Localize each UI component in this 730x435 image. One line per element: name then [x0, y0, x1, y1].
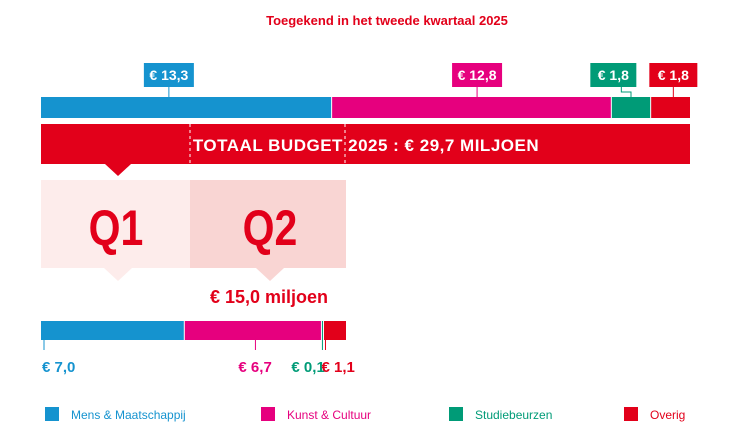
q2-bar-studie: [321, 321, 324, 340]
top-value-label-kunst: € 12,8: [458, 67, 497, 83]
top-value-box-kunst: [452, 63, 503, 87]
total-banner-bg: [41, 124, 690, 164]
q2-total-label: € 15,0 miljoen: [210, 287, 328, 307]
top-bar-mens: [41, 97, 332, 118]
legend-label-kunst: Kunst & Cultuur: [287, 408, 371, 422]
top-bar-overig: [650, 97, 690, 118]
top-bar-kunst: [331, 97, 612, 118]
total-budget-label: TOTAAL BUDGET 2025 : € 29,7 MILJOEN: [193, 136, 539, 155]
total-budget-bar: € 13,3 € 12,8 € 1,8 € 1,8: [41, 63, 698, 118]
q2-value-label-overig: € 1,1: [321, 359, 354, 376]
q2-allocation-bar: € 15,0 miljoen € 7,0 € 6,7 € 0,1€ 1,1: [41, 287, 355, 376]
legend-swatch-kunst: [261, 407, 275, 421]
top-value-leader-studie: [620, 87, 632, 97]
legend-label-studie: Studiebeurzen: [475, 408, 552, 422]
top-bar-studie: [611, 97, 651, 118]
top-value-box-studie: [590, 63, 637, 87]
legend-swatch-overig: [624, 407, 638, 421]
q1-pointer: [105, 164, 131, 176]
q2-value-label-studie: € 0,1: [291, 359, 324, 376]
q2-label: Q2: [243, 200, 298, 256]
quarter-panels: Q1 Q2: [41, 180, 346, 281]
q1-label: Q1: [89, 200, 144, 256]
q2-panel-pointer: [256, 268, 284, 281]
top-value-box-overig: [649, 63, 698, 87]
top-value-box-mens: [143, 63, 194, 87]
legend-swatch-mens: [45, 407, 59, 421]
q2-bar-overig: [323, 321, 346, 340]
chart-title: Toegekend in het tweede kwartaal 2025: [266, 13, 508, 28]
top-value-label-studie: € 1,8: [598, 67, 629, 83]
legend-label-overig: Overig: [650, 408, 685, 422]
legend: Mens & Maatschappij Kunst & Cultuur Studie…: [45, 407, 685, 422]
top-value-label-mens: € 13,3: [149, 67, 188, 83]
q1-panel-pointer: [104, 268, 132, 281]
q2-panel: [190, 180, 346, 268]
q2-value-label-kunst: € 6,7: [238, 359, 271, 376]
q2-bar-kunst: [184, 321, 322, 340]
legend-label-mens: Mens & Maatschappij: [71, 408, 186, 422]
top-value-label-overig: € 1,8: [658, 67, 689, 83]
q1-panel: [41, 180, 190, 268]
q2-bar-mens: [41, 321, 185, 340]
q2-value-label-mens: € 7,0: [42, 359, 75, 376]
total-budget-banner: TOTAAL BUDGET 2025 : € 29,7 MILJOEN: [41, 124, 690, 176]
legend-swatch-studie: [449, 407, 463, 421]
